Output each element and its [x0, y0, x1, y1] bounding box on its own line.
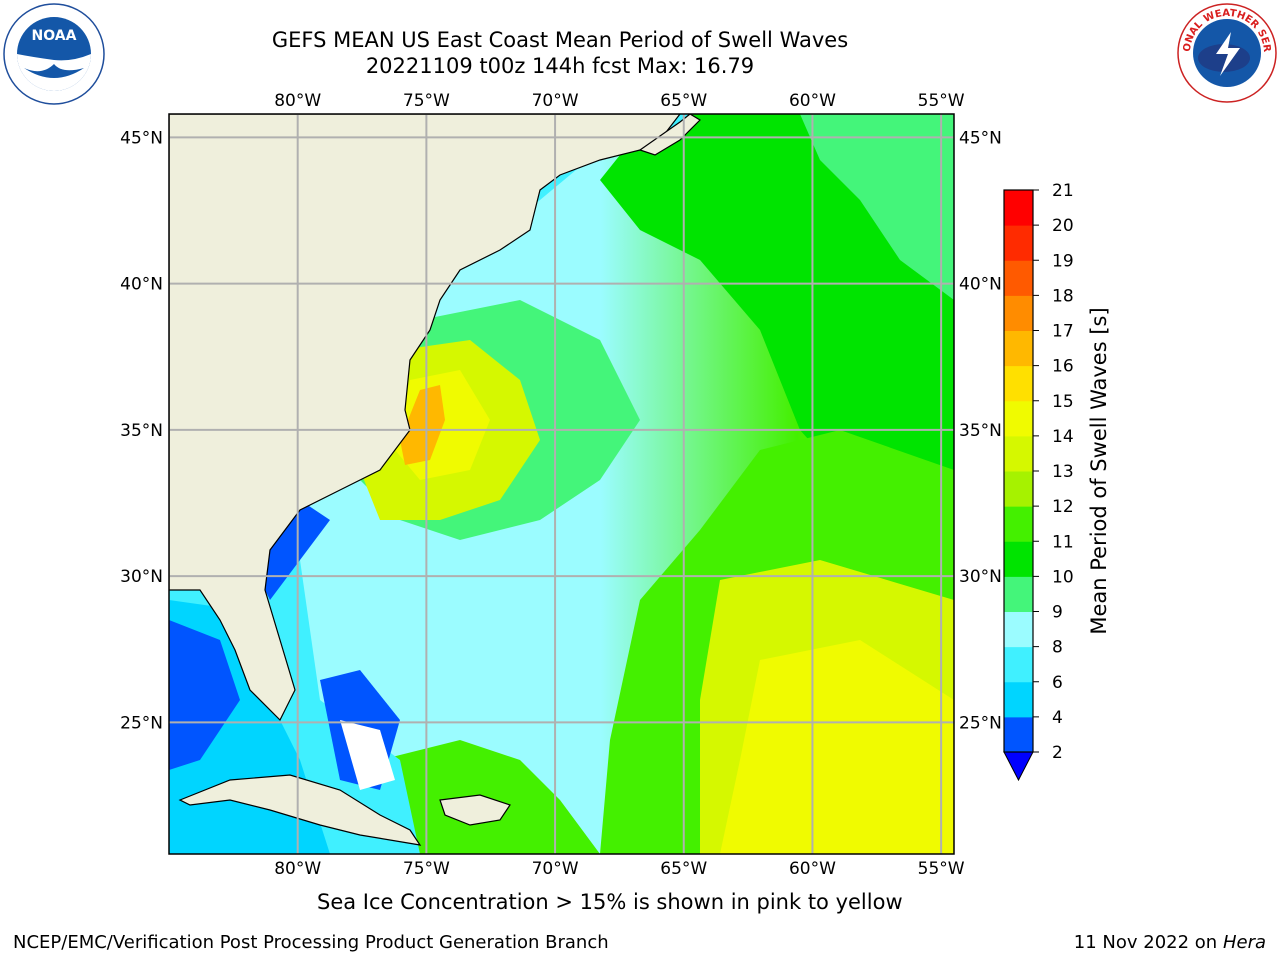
colorbar-tick-label: 9	[1052, 603, 1063, 623]
lon-tick-top: 70°W	[532, 91, 579, 111]
lat-tick-right: 35°N	[959, 421, 1002, 441]
lon-tick-top: 75°W	[403, 91, 450, 111]
lat-tick-right: 40°N	[959, 275, 1002, 295]
footer-date-text: 11 Nov 2022 on	[1073, 932, 1218, 953]
lon-tick-bottom: 55°W	[918, 859, 965, 879]
colorbar: 2 4 6 8 9 10 11 12 13 14 15 16 17 18 19 20 21	[1003, 181, 1074, 782]
lon-tick-top: 65°W	[660, 91, 707, 111]
lat-tick-left: 25°N	[120, 713, 163, 733]
colorbar-tick-label: 10	[1052, 567, 1074, 587]
lat-tick-left: 30°N	[120, 567, 163, 587]
chart-title: GEFS MEAN US East Coast Mean Period of S…	[271, 28, 849, 52]
noaa-logo: NOAA	[3, 3, 105, 105]
lon-tick-bottom: 65°W	[660, 859, 707, 879]
colorbar-swatch	[1004, 225, 1033, 261]
colorbar-label: Mean Period of Swell Waves [s]	[1087, 307, 1111, 634]
colorbar-tick-label: 15	[1052, 392, 1074, 412]
colorbar-tick-label: 2	[1052, 743, 1063, 763]
colorbar-swatch	[1004, 471, 1033, 507]
colorbar-swatch	[1004, 260, 1033, 296]
chart-subtitle: 20221109 t00z 144h fcst Max: 16.79	[365, 54, 755, 78]
sea-ice-caption: Sea Ice Concentration > 15% is shown in …	[317, 890, 903, 914]
lat-tick-left: 35°N	[120, 421, 163, 441]
swell-region-south-yellow	[720, 640, 954, 854]
lon-tick-bottom: 75°W	[403, 859, 450, 879]
colorbar-swatch	[1004, 330, 1033, 367]
footer-credit: NCEP/EMC/Verification Post Processing Pr…	[13, 932, 609, 953]
hispaniola-land	[439, 794, 511, 826]
colorbar-tick-label: 13	[1052, 462, 1074, 482]
lon-tick-top: 80°W	[274, 91, 321, 111]
nws-logo: NATIONAL WEATHER SERVICE	[1176, 2, 1277, 103]
colorbar-swatch	[1004, 506, 1033, 542]
swell-region-caribbean-green	[380, 740, 600, 854]
colorbar-tick-label: 4	[1052, 708, 1063, 728]
lat-tick-right: 45°N	[959, 128, 1002, 148]
lon-tick-bottom: 70°W	[532, 859, 579, 879]
colorbar-tick-label: 12	[1052, 497, 1074, 517]
map-frame	[168, 113, 955, 855]
colorbar-tick-label: 17	[1052, 322, 1074, 342]
swell-region-gulf-blue	[169, 620, 240, 770]
colorbar-tick-label: 20	[1052, 216, 1074, 236]
colorbar-swatch	[1004, 576, 1033, 612]
colorbar-swatch	[1004, 295, 1033, 331]
nova-scotia-land	[638, 114, 701, 156]
cuba-land	[178, 774, 422, 846]
footer-date: 11 Nov 2022 on Hera	[1074, 932, 1266, 953]
map-gridlines	[169, 114, 954, 854]
colorbar-swatch	[1004, 541, 1033, 577]
colorbar-extend-arrow	[1003, 751, 1034, 782]
swell-region-north-lightgreen	[800, 114, 954, 300]
lat-tick-right: 25°N	[959, 713, 1002, 733]
colorbar-tick-label: 6	[1052, 673, 1063, 693]
colorbar-swatch	[1004, 190, 1033, 226]
noaa-logo-text: NOAA	[32, 28, 77, 44]
lon-tick-top: 60°W	[789, 91, 836, 111]
lon-tick-top: 55°W	[918, 91, 965, 111]
lat-tick-left: 45°N	[120, 128, 163, 148]
colorbar-tick-label: 21	[1052, 181, 1074, 201]
colorbar-swatch	[1004, 681, 1033, 718]
lat-tick-left: 40°N	[120, 275, 163, 295]
colorbar-tick-label: 16	[1052, 357, 1074, 377]
colorbar-tick-label: 8	[1052, 638, 1063, 658]
footer-machine: Hera	[1222, 932, 1266, 953]
lon-tick-bottom: 60°W	[789, 859, 836, 879]
colorbar-swatch	[1004, 716, 1033, 753]
swell-region-hatteras-orange	[400, 385, 445, 465]
map-tick-labels: 80°W 80°W 75°W 75°W 70°W 70°W 65°W 65°W 60°W 60°W…	[120, 91, 1002, 879]
colorbar-tick-label: 18	[1052, 286, 1074, 306]
colorbar-swatch	[1004, 611, 1033, 648]
bahamas-banks-white	[340, 720, 395, 790]
colorbar-swatch	[1004, 646, 1033, 683]
colorbar-tick-label: 14	[1052, 427, 1074, 447]
colorbar-swatch	[1004, 365, 1033, 402]
colorbar-swatch	[1004, 435, 1033, 472]
lat-tick-right: 30°N	[959, 567, 1002, 587]
map-field	[169, 114, 954, 854]
colorbar-swatch	[1004, 400, 1033, 437]
colorbar-tick-label: 19	[1052, 251, 1074, 271]
lon-tick-bottom: 80°W	[274, 859, 321, 879]
colorbar-tick-label: 11	[1052, 532, 1074, 552]
